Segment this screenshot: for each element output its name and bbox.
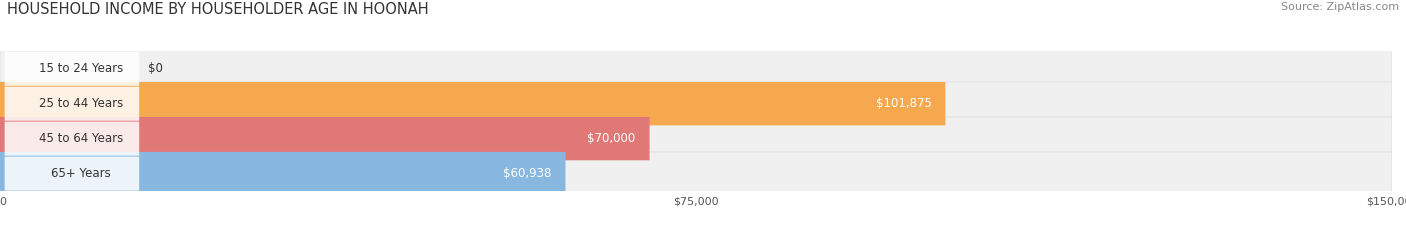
FancyBboxPatch shape [0,47,1392,90]
FancyBboxPatch shape [0,117,650,160]
FancyBboxPatch shape [0,82,945,125]
Text: HOUSEHOLD INCOME BY HOUSEHOLDER AGE IN HOONAH: HOUSEHOLD INCOME BY HOUSEHOLDER AGE IN H… [7,2,429,17]
FancyBboxPatch shape [0,117,1392,160]
Text: $101,875: $101,875 [876,97,931,110]
FancyBboxPatch shape [0,152,1392,195]
FancyBboxPatch shape [4,87,139,121]
Text: Source: ZipAtlas.com: Source: ZipAtlas.com [1281,2,1399,12]
FancyBboxPatch shape [0,152,565,195]
FancyBboxPatch shape [4,122,139,156]
FancyBboxPatch shape [4,157,139,191]
FancyBboxPatch shape [0,82,1392,125]
Text: $60,938: $60,938 [503,167,551,180]
Text: 15 to 24 Years: 15 to 24 Years [39,62,124,75]
Text: 65+ Years: 65+ Years [52,167,111,180]
Text: $70,000: $70,000 [588,132,636,145]
Text: $0: $0 [149,62,163,75]
Text: 45 to 64 Years: 45 to 64 Years [39,132,124,145]
Text: 25 to 44 Years: 25 to 44 Years [39,97,124,110]
FancyBboxPatch shape [4,52,139,86]
